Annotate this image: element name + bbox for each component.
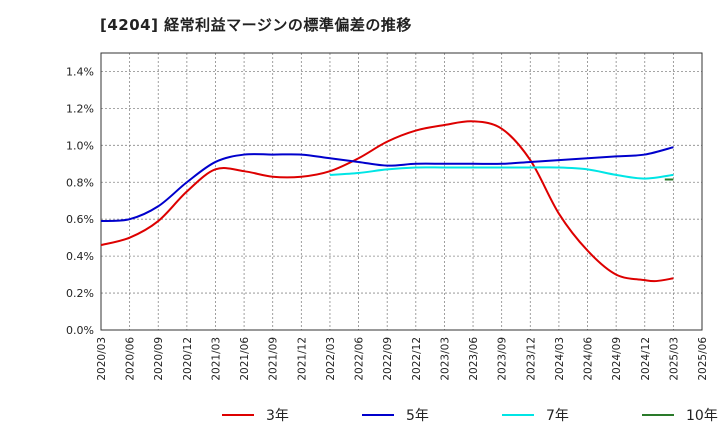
x-tick-label: 2020/06 (125, 337, 137, 381)
series-line-5年 (100, 146, 674, 223)
x-tick-label: 2022/09 (382, 337, 394, 381)
legend-label: 5年 (406, 408, 429, 424)
x-tick-label: 2021/09 (268, 337, 280, 381)
y-tick-label: 0.6% (66, 213, 94, 226)
legend-label: 7年 (546, 408, 569, 424)
series-line-3年 (100, 120, 674, 283)
series-line-7年 (329, 166, 674, 180)
x-tick-label: 2021/06 (239, 337, 251, 381)
y-tick-label: 0.8% (66, 176, 94, 189)
chart-title: [4204] 経常利益マージンの標準偏差の推移 (100, 16, 412, 34)
axes: 0.0% 0.2% 0.4% 0.6% 0.8% 1.0% 1.2% 1.4% 2020/03 2… (66, 52, 709, 381)
x-tick-label: 2020/09 (153, 337, 165, 381)
legend-label: 10年 (686, 408, 718, 424)
x-tick-label: 2020/12 (182, 337, 194, 381)
x-tick-label: 2024/12 (640, 337, 652, 381)
series-lines (100, 120, 674, 283)
x-tick-label: 2023/03 (439, 337, 451, 381)
legend: 3年 5年 7年 10年 (222, 408, 718, 424)
y-tick-label: 0.2% (66, 287, 94, 300)
x-tick-label: 2021/03 (210, 337, 222, 381)
x-tick-label: 2025/03 (668, 337, 680, 381)
x-tick-label: 2024/03 (554, 337, 566, 381)
x-tick-label: 2023/12 (525, 337, 537, 381)
x-tick-label: 2022/03 (325, 337, 337, 381)
x-tick-label: 2022/06 (354, 337, 366, 381)
x-tick-label: 2024/06 (583, 337, 595, 381)
x-tick-label: 2022/12 (411, 337, 423, 381)
x-tick-label: 2024/09 (611, 337, 623, 381)
x-tick-label: 2020/03 (96, 337, 108, 381)
plot-frame (100, 52, 703, 331)
x-tick-label: 2023/06 (468, 337, 480, 381)
y-tick-label: 0.0% (66, 324, 94, 337)
x-tick-label: 2023/09 (497, 337, 509, 381)
legend-label: 3年 (266, 408, 289, 424)
grid (101, 53, 702, 330)
x-tick-label: 2021/12 (296, 337, 308, 381)
y-tick-label: 0.4% (66, 250, 94, 263)
y-tick-label: 1.0% (66, 139, 94, 152)
y-tick-label: 1.2% (66, 102, 94, 115)
x-tick-label: 2025/06 (697, 337, 709, 381)
y-tick-label: 1.4% (66, 65, 94, 78)
